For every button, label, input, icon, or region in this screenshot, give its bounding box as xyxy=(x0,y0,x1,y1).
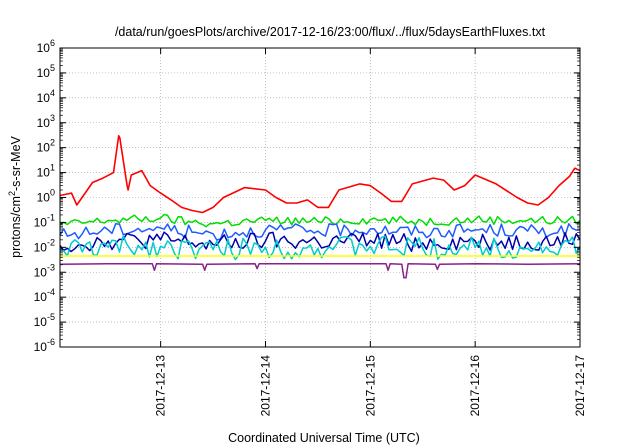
y-axis-label-sup: 2 xyxy=(7,191,17,196)
y-tick-exp: -5 xyxy=(47,312,55,322)
y-tick-base: 10 xyxy=(34,315,48,329)
y-tick-base: 10 xyxy=(34,265,48,279)
y-axis-label-base: protons/cm xyxy=(9,196,23,258)
y-tick-label: 10-3 xyxy=(34,262,55,279)
grid-lines xyxy=(60,48,580,347)
y-tick-exp: -2 xyxy=(47,237,55,247)
y-tick-base: 10 xyxy=(37,141,51,155)
y-tick-exp: 2 xyxy=(50,138,55,148)
y-tick-base: 10 xyxy=(34,215,48,229)
y-tick-exp: 3 xyxy=(50,113,55,123)
y-tick-base: 10 xyxy=(34,340,48,354)
y-tick-base: 10 xyxy=(37,91,51,105)
y-tick-label: 10-6 xyxy=(34,337,55,354)
y-tick-exp: 4 xyxy=(50,88,55,98)
x-axis-ticks: 2017-12-13 2017-12-14 2017-12-15 2017-12-16… xyxy=(154,48,587,416)
x-tick-label: 2017-12-16 xyxy=(468,355,482,417)
x-tick-label: 2017-12-14 xyxy=(258,355,272,417)
y-tick-label: 100 xyxy=(37,188,55,205)
series-line-4 xyxy=(59,231,581,253)
y-tick-base: 10 xyxy=(34,240,48,254)
y-tick-exp: 0 xyxy=(50,188,55,198)
y-tick-base: 10 xyxy=(37,166,51,180)
x-tick-label: 2017-12-13 xyxy=(154,355,168,417)
y-axis-ticks: 10-610-510-410-310-210-11001011021031041… xyxy=(34,38,580,354)
y-tick-label: 10-4 xyxy=(34,287,55,304)
y-tick-exp: -4 xyxy=(47,287,55,297)
y-tick-label: 10-5 xyxy=(34,312,55,329)
series-line-7 xyxy=(59,262,581,279)
series-line-5 xyxy=(59,235,581,261)
chart-title: /data/run/goesPlots/archive/2017-12-16/2… xyxy=(115,25,546,39)
y-tick-exp: -1 xyxy=(47,212,55,222)
series-line-3 xyxy=(59,223,581,241)
x-tick-label: 2017-12-15 xyxy=(363,355,377,417)
y-tick-base: 10 xyxy=(37,66,51,80)
y-tick-exp: -6 xyxy=(47,337,55,347)
y-axis-label-rest: -s-sr-MeV xyxy=(9,135,23,191)
y-tick-label: 103 xyxy=(37,113,55,130)
y-axis-label: protons/cm2-s-sr-MeV xyxy=(7,135,23,257)
y-tick-label: 105 xyxy=(37,63,55,80)
y-tick-exp: -3 xyxy=(47,262,55,272)
y-tick-exp: 5 xyxy=(50,63,55,73)
y-tick-label: 10-1 xyxy=(34,212,55,229)
y-tick-base: 10 xyxy=(37,116,51,130)
series-layer xyxy=(59,135,581,279)
series-line-1 xyxy=(59,135,581,214)
y-tick-exp: 6 xyxy=(50,38,55,48)
x-axis-label: Coordinated Universal Time (UTC) xyxy=(228,431,420,445)
y-tick-label: 106 xyxy=(37,38,55,55)
y-tick-exp: 1 xyxy=(50,163,55,173)
y-tick-base: 10 xyxy=(37,191,51,205)
y-tick-base: 10 xyxy=(34,290,48,304)
y-tick-base: 10 xyxy=(37,41,51,55)
y-tick-label: 104 xyxy=(37,88,55,105)
y-tick-label: 101 xyxy=(37,163,55,180)
y-tick-label: 102 xyxy=(37,138,55,155)
x-tick-label: 2017-12-17 xyxy=(573,355,587,417)
series-line-2 xyxy=(59,213,581,228)
y-tick-label: 10-2 xyxy=(34,237,55,254)
